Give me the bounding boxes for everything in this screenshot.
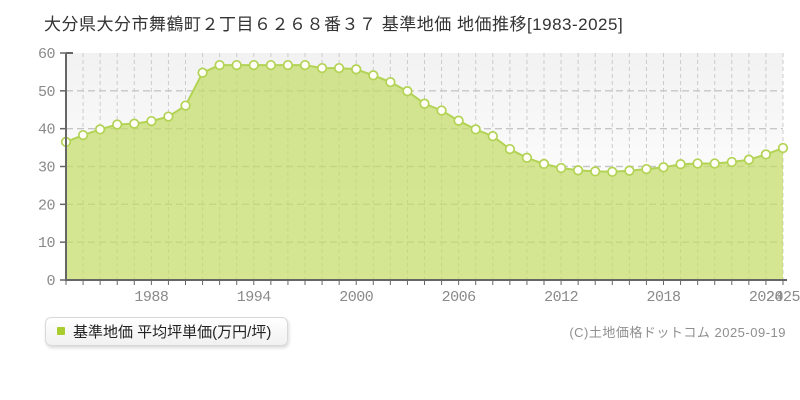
x-tick-label: 2025 — [766, 289, 800, 306]
data-point-1985 — [94, 124, 106, 135]
legend: 基準地価 平均坪単価(万円/坪) — [45, 317, 289, 346]
data-point-1995 — [265, 59, 277, 71]
axes — [60, 52, 787, 285]
y-tick-label: 60 — [38, 46, 56, 63]
data-point-1989 — [163, 111, 174, 122]
data-point-2020 — [692, 158, 703, 169]
data-point-2023 — [743, 154, 755, 165]
data-point-2017 — [641, 163, 652, 175]
y-tick-label: 0 — [46, 273, 55, 290]
data-point-2012 — [555, 162, 567, 174]
data-point-2014 — [590, 166, 601, 177]
x-tick-label: 1994 — [237, 289, 272, 306]
y-tick-label: 20 — [38, 197, 56, 214]
page-title: 大分県大分市舞鶴町２丁目６２６８番３７ 基準地価 地価推移[1983-2025] — [44, 15, 624, 34]
data-point-1984 — [77, 129, 89, 141]
data-point-2003 — [402, 86, 413, 97]
data-point-2001 — [368, 70, 379, 81]
y-tick-label: 50 — [38, 84, 56, 101]
x-tick-label: 2006 — [442, 289, 477, 306]
data-point-2009 — [504, 143, 516, 155]
x-tick-label: 1988 — [134, 289, 169, 306]
data-point-2024 — [760, 149, 772, 160]
x-tick-label: 2012 — [544, 289, 578, 306]
data-point-2002 — [385, 76, 396, 88]
data-point-2006 — [453, 115, 464, 126]
data-point-2019 — [675, 159, 686, 170]
data-point-2000 — [351, 64, 362, 75]
data-point-2021 — [709, 158, 720, 169]
data-point-1988 — [146, 115, 157, 127]
legend-series-label: 基準地価 平均坪単価(万円/坪) — [73, 323, 272, 341]
data-point-2007 — [470, 124, 481, 135]
data-point-1993 — [231, 59, 242, 71]
x-tick-label: 2024 — [749, 289, 784, 306]
data-points — [60, 59, 789, 177]
data-point-1987 — [129, 118, 140, 129]
area-fill — [66, 65, 783, 280]
data-point-1994 — [248, 59, 259, 71]
data-point-2004 — [419, 98, 430, 109]
data-point-2018 — [658, 162, 669, 173]
data-point-1986 — [112, 119, 123, 130]
axis-labels: 0 10 20 30 40 50 60 1988 1994 2000 2006 2012 2018 202… — [38, 46, 800, 306]
data-point-2022 — [726, 156, 737, 168]
data-point-2008 — [487, 131, 498, 142]
legend-series-swatch-icon — [57, 327, 65, 335]
data-point-2015 — [607, 166, 618, 177]
data-point-1999 — [333, 62, 345, 74]
y-tick-label: 40 — [38, 122, 56, 139]
data-point-1991 — [197, 67, 208, 78]
data-point-2010 — [521, 152, 533, 163]
data-point-1992 — [214, 59, 225, 71]
data-point-2016 — [624, 165, 635, 176]
data-point-1998 — [316, 62, 328, 74]
x-tick-label: 2000 — [339, 289, 374, 306]
copyright-text: (C)土地価格ドットコム 2025-09-19 — [569, 325, 786, 340]
x-tick-label: 2018 — [646, 289, 681, 306]
data-point-1990 — [180, 100, 191, 111]
data-point-2005 — [436, 105, 447, 116]
data-point-2011 — [538, 158, 550, 170]
y-tick-label: 30 — [38, 160, 56, 177]
data-point-2025 — [777, 142, 789, 154]
y-tick-label: 10 — [38, 235, 56, 252]
data-point-1997 — [299, 59, 311, 71]
data-point-1996 — [282, 59, 294, 71]
data-point-2013 — [572, 165, 584, 176]
